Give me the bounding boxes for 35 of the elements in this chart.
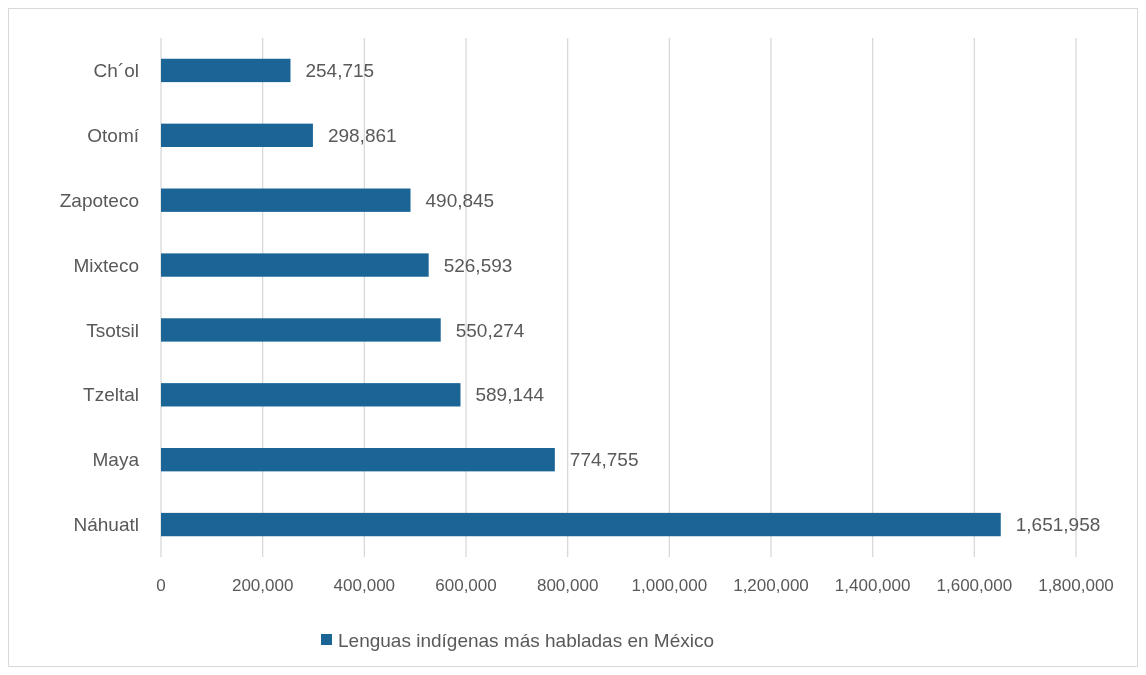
data-label: 526,593 [443, 254, 513, 276]
bar [161, 512, 1001, 537]
x-tick-label: 1,000,000 [631, 576, 708, 595]
data-label: 774,755 [569, 449, 639, 471]
x-tick-label: 1,400,000 [834, 576, 911, 595]
bar [161, 188, 411, 212]
y-tick-label: Maya [92, 449, 140, 471]
y-tick-label: Tsotsil [86, 319, 139, 341]
bar [161, 318, 441, 342]
data-label: 550,274 [455, 319, 525, 341]
x-tick-label: 400,000 [333, 576, 396, 595]
y-tick-label: Náhuatl [73, 514, 139, 536]
y-tick-label: Otomí [87, 124, 140, 146]
y-tick-label: Zapoteco [59, 189, 139, 211]
x-tick-label: 1,800,000 [1038, 576, 1114, 595]
data-label: 298,861 [327, 124, 397, 146]
legend-label: Lenguas indígenas más habladas en México [338, 629, 715, 651]
x-tick-label: 200,000 [231, 576, 294, 595]
bar [161, 448, 555, 472]
data-label: 254,715 [305, 60, 375, 82]
y-tick-label: Ch´ol [93, 60, 139, 82]
data-label: 1,651,958 [1015, 514, 1101, 536]
bar [161, 123, 313, 147]
bar [161, 58, 291, 83]
data-label: 490,845 [425, 189, 495, 211]
x-tick-label: 800,000 [536, 576, 599, 595]
data-label: 589,144 [475, 384, 545, 406]
y-tick-label: Tzeltal [83, 384, 139, 406]
y-tick-label: Mixteco [73, 254, 139, 276]
x-tick-label: 1,600,000 [936, 576, 1013, 595]
bar [161, 383, 461, 407]
x-tick-label: 600,000 [435, 576, 497, 595]
x-tick-label: 1,200,000 [733, 576, 809, 595]
bar [161, 253, 429, 277]
x-tick-label: 0 [156, 576, 166, 595]
